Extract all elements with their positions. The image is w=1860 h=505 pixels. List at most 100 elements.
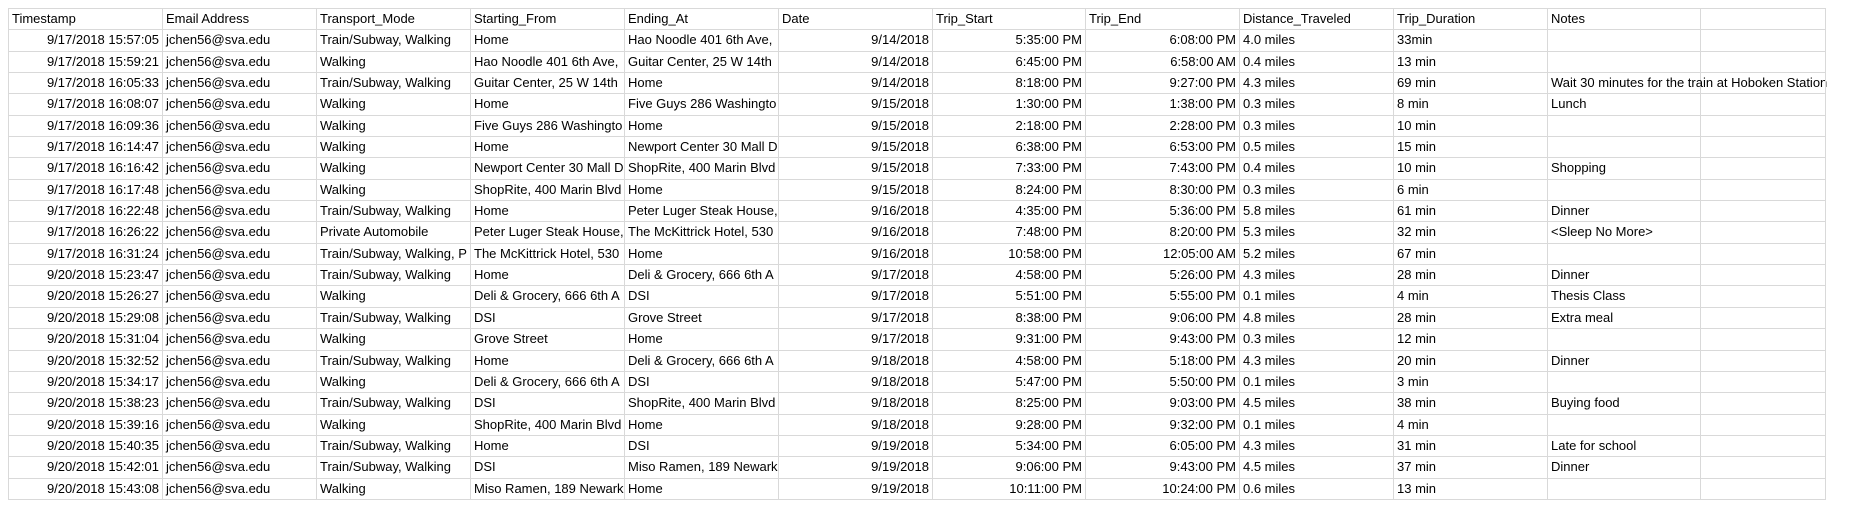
cell-email[interactable]: jchen56@sva.edu bbox=[163, 393, 317, 414]
cell-date[interactable]: 9/15/2018 bbox=[779, 137, 933, 158]
cell-timestamp[interactable]: 9/20/2018 15:32:52 bbox=[8, 350, 163, 371]
cell-transport-mode[interactable]: Train/Subway, Walking bbox=[317, 30, 471, 51]
cell-starting-from[interactable]: Home bbox=[471, 30, 625, 51]
cell-trip-end[interactable]: 7:43:00 PM bbox=[1086, 158, 1240, 179]
cell-date[interactable]: 9/15/2018 bbox=[779, 179, 933, 201]
cell-trip-start[interactable]: 7:33:00 PM bbox=[933, 158, 1086, 179]
header-cell-timestamp[interactable]: Timestamp bbox=[8, 9, 163, 30]
cell-starting-from[interactable]: Hao Noodle 401 6th Ave, bbox=[471, 51, 625, 73]
cell-distance[interactable]: 0.4 miles bbox=[1240, 51, 1394, 73]
cell-notes[interactable] bbox=[1548, 137, 1701, 158]
cell-ending-at[interactable]: DSI bbox=[625, 371, 779, 393]
cell-ending-at[interactable]: Newport Center 30 Mall D bbox=[625, 137, 779, 158]
cell-email[interactable]: jchen56@sva.edu bbox=[163, 137, 317, 158]
empty-cell[interactable] bbox=[1701, 158, 1826, 179]
cell-date[interactable]: 9/14/2018 bbox=[779, 73, 933, 94]
empty-cell[interactable] bbox=[1701, 478, 1826, 499]
cell-notes[interactable]: Thesis Class bbox=[1548, 286, 1701, 307]
cell-email[interactable]: jchen56@sva.edu bbox=[163, 457, 317, 478]
cell-email[interactable]: jchen56@sva.edu bbox=[163, 243, 317, 265]
cell-trip-end[interactable]: 9:43:00 PM bbox=[1086, 457, 1240, 478]
cell-starting-from[interactable]: Home bbox=[471, 350, 625, 371]
cell-trip-end[interactable]: 12:05:00 AM bbox=[1086, 243, 1240, 265]
cell-duration[interactable]: 61 min bbox=[1394, 201, 1548, 222]
header-cell-email[interactable]: Email Address bbox=[163, 9, 317, 30]
cell-trip-end[interactable]: 5:18:00 PM bbox=[1086, 350, 1240, 371]
empty-cell[interactable] bbox=[1701, 457, 1826, 478]
empty-cell[interactable] bbox=[1701, 265, 1826, 286]
cell-trip-start[interactable]: 10:58:00 PM bbox=[933, 243, 1086, 265]
cell-distance[interactable]: 4.0 miles bbox=[1240, 30, 1394, 51]
cell-date[interactable]: 9/15/2018 bbox=[779, 158, 933, 179]
cell-transport-mode[interactable]: Private Automobile bbox=[317, 222, 471, 243]
cell-timestamp[interactable]: 9/20/2018 15:38:23 bbox=[8, 393, 163, 414]
cell-transport-mode[interactable]: Walking bbox=[317, 371, 471, 393]
cell-transport-mode[interactable]: Walking bbox=[317, 414, 471, 435]
cell-starting-from[interactable]: DSI bbox=[471, 307, 625, 329]
cell-starting-from[interactable]: Peter Luger Steak House, bbox=[471, 222, 625, 243]
cell-trip-end[interactable]: 5:26:00 PM bbox=[1086, 265, 1240, 286]
cell-date[interactable]: 9/14/2018 bbox=[779, 51, 933, 73]
cell-duration[interactable]: 8 min bbox=[1394, 94, 1548, 115]
cell-transport-mode[interactable]: Train/Subway, Walking bbox=[317, 457, 471, 478]
cell-notes[interactable]: Wait 30 minutes for the train at Hoboken… bbox=[1548, 73, 1827, 94]
cell-distance[interactable]: 0.1 miles bbox=[1240, 286, 1394, 307]
cell-ending-at[interactable]: ShopRite, 400 Marin Blvd bbox=[625, 158, 779, 179]
cell-email[interactable]: jchen56@sva.edu bbox=[163, 73, 317, 94]
cell-trip-end[interactable]: 5:50:00 PM bbox=[1086, 371, 1240, 393]
header-cell-distance[interactable]: Distance_Traveled bbox=[1240, 9, 1394, 30]
cell-trip-end[interactable]: 9:06:00 PM bbox=[1086, 307, 1240, 329]
cell-starting-from[interactable]: Home bbox=[471, 265, 625, 286]
cell-email[interactable]: jchen56@sva.edu bbox=[163, 222, 317, 243]
cell-timestamp[interactable]: 9/17/2018 16:17:48 bbox=[8, 179, 163, 201]
cell-notes[interactable]: Late for school bbox=[1548, 435, 1701, 457]
header-cell-date[interactable]: Date bbox=[779, 9, 933, 30]
cell-starting-from[interactable]: Deli & Grocery, 666 6th A bbox=[471, 371, 625, 393]
cell-timestamp[interactable]: 9/17/2018 16:08:07 bbox=[8, 94, 163, 115]
cell-ending-at[interactable]: Miso Ramen, 189 Newark bbox=[625, 457, 779, 478]
cell-ending-at[interactable]: Guitar Center, 25 W 14th bbox=[625, 51, 779, 73]
cell-date[interactable]: 9/19/2018 bbox=[779, 457, 933, 478]
cell-email[interactable]: jchen56@sva.edu bbox=[163, 350, 317, 371]
cell-email[interactable]: jchen56@sva.edu bbox=[163, 265, 317, 286]
cell-transport-mode[interactable]: Walking bbox=[317, 51, 471, 73]
cell-trip-start[interactable]: 6:45:00 PM bbox=[933, 51, 1086, 73]
empty-cell[interactable] bbox=[1701, 51, 1826, 73]
cell-distance[interactable]: 0.6 miles bbox=[1240, 478, 1394, 499]
cell-starting-from[interactable]: The McKittrick Hotel, 530 bbox=[471, 243, 625, 265]
cell-transport-mode[interactable]: Walking bbox=[317, 179, 471, 201]
cell-date[interactable]: 9/15/2018 bbox=[779, 115, 933, 137]
cell-duration[interactable]: 20 min bbox=[1394, 350, 1548, 371]
cell-trip-start[interactable]: 6:38:00 PM bbox=[933, 137, 1086, 158]
cell-starting-from[interactable]: Home bbox=[471, 201, 625, 222]
cell-notes[interactable]: Lunch bbox=[1548, 94, 1701, 115]
cell-transport-mode[interactable]: Train/Subway, Walking bbox=[317, 201, 471, 222]
cell-date[interactable]: 9/17/2018 bbox=[779, 329, 933, 350]
cell-starting-from[interactable]: Home bbox=[471, 435, 625, 457]
header-cell-duration[interactable]: Trip_Duration bbox=[1394, 9, 1548, 30]
cell-trip-end[interactable]: 8:20:00 PM bbox=[1086, 222, 1240, 243]
cell-notes[interactable]: Buying food bbox=[1548, 393, 1701, 414]
cell-duration[interactable]: 28 min bbox=[1394, 307, 1548, 329]
empty-cell[interactable] bbox=[1701, 222, 1826, 243]
cell-distance[interactable]: 4.3 miles bbox=[1240, 73, 1394, 94]
empty-cell[interactable] bbox=[1701, 393, 1826, 414]
cell-duration[interactable]: 69 min bbox=[1394, 73, 1548, 94]
cell-timestamp[interactable]: 9/17/2018 16:26:22 bbox=[8, 222, 163, 243]
cell-distance[interactable]: 0.3 miles bbox=[1240, 94, 1394, 115]
header-cell-trip-start[interactable]: Trip_Start bbox=[933, 9, 1086, 30]
cell-ending-at[interactable]: DSI bbox=[625, 286, 779, 307]
cell-trip-start[interactable]: 9:31:00 PM bbox=[933, 329, 1086, 350]
cell-duration[interactable]: 3 min bbox=[1394, 371, 1548, 393]
cell-timestamp[interactable]: 9/17/2018 15:57:05 bbox=[8, 30, 163, 51]
cell-duration[interactable]: 33min bbox=[1394, 30, 1548, 51]
cell-transport-mode[interactable]: Walking bbox=[317, 137, 471, 158]
empty-cell[interactable] bbox=[1701, 201, 1826, 222]
cell-duration[interactable]: 13 min bbox=[1394, 478, 1548, 499]
cell-notes[interactable] bbox=[1548, 478, 1701, 499]
cell-starting-from[interactable]: DSI bbox=[471, 393, 625, 414]
cell-trip-start[interactable]: 7:48:00 PM bbox=[933, 222, 1086, 243]
cell-starting-from[interactable]: ShopRite, 400 Marin Blvd bbox=[471, 179, 625, 201]
cell-notes[interactable]: Dinner bbox=[1548, 265, 1701, 286]
cell-duration[interactable]: 37 min bbox=[1394, 457, 1548, 478]
